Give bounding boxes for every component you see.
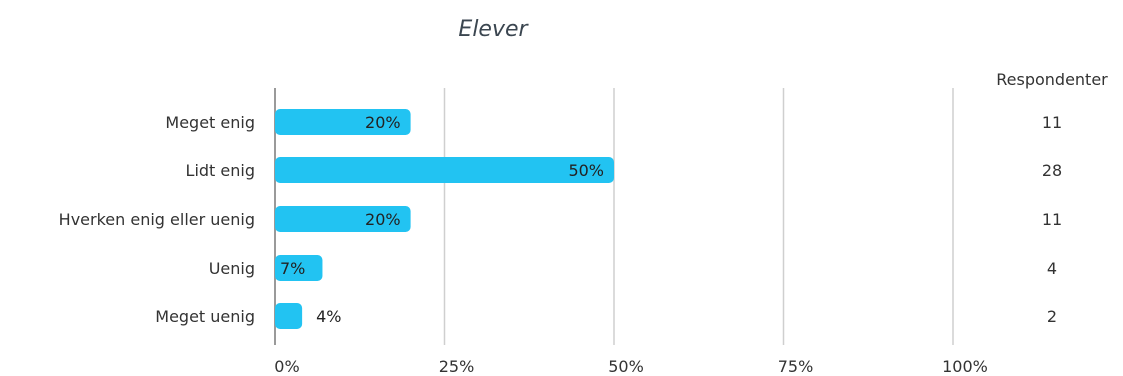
x-tick-label: 0%	[274, 357, 299, 376]
respondents-header: Respondenter	[996, 70, 1108, 89]
bar	[275, 303, 303, 329]
category-label: Hverken enig eller uenig	[59, 210, 255, 229]
bar-value-label: 20%	[365, 210, 401, 229]
respondents-value: 11	[1042, 210, 1062, 229]
respondents-value: 28	[1042, 161, 1062, 180]
bars: Meget enig 20% 11 Lidt enig 50% 28 Hverken eni…	[59, 109, 1062, 329]
bar	[275, 109, 411, 135]
x-tick-label: 50%	[608, 357, 644, 376]
bar-value-label: 4%	[316, 307, 341, 326]
chart-title: Elever	[458, 17, 529, 42]
x-tick-label: 25%	[439, 357, 475, 376]
x-tick-label: 75%	[778, 357, 814, 376]
respondents-value: 2	[1047, 307, 1057, 326]
x-tick-label: 100%	[942, 357, 988, 376]
bar	[275, 255, 323, 281]
bar-value-label: 50%	[568, 161, 604, 180]
category-label: Meget uenig	[155, 307, 255, 326]
x-axis: 0% 25% 50% 75% 100%	[274, 357, 988, 376]
bar	[275, 157, 614, 183]
respondents-value: 4	[1047, 259, 1057, 278]
category-label: Uenig	[209, 259, 255, 278]
category-label: Meget enig	[165, 113, 255, 132]
respondents-value: 11	[1042, 113, 1062, 132]
category-label: Lidt enig	[186, 161, 255, 180]
bar	[275, 206, 411, 232]
bar-value-label: 20%	[365, 113, 401, 132]
bar-value-label: 7%	[280, 259, 305, 278]
